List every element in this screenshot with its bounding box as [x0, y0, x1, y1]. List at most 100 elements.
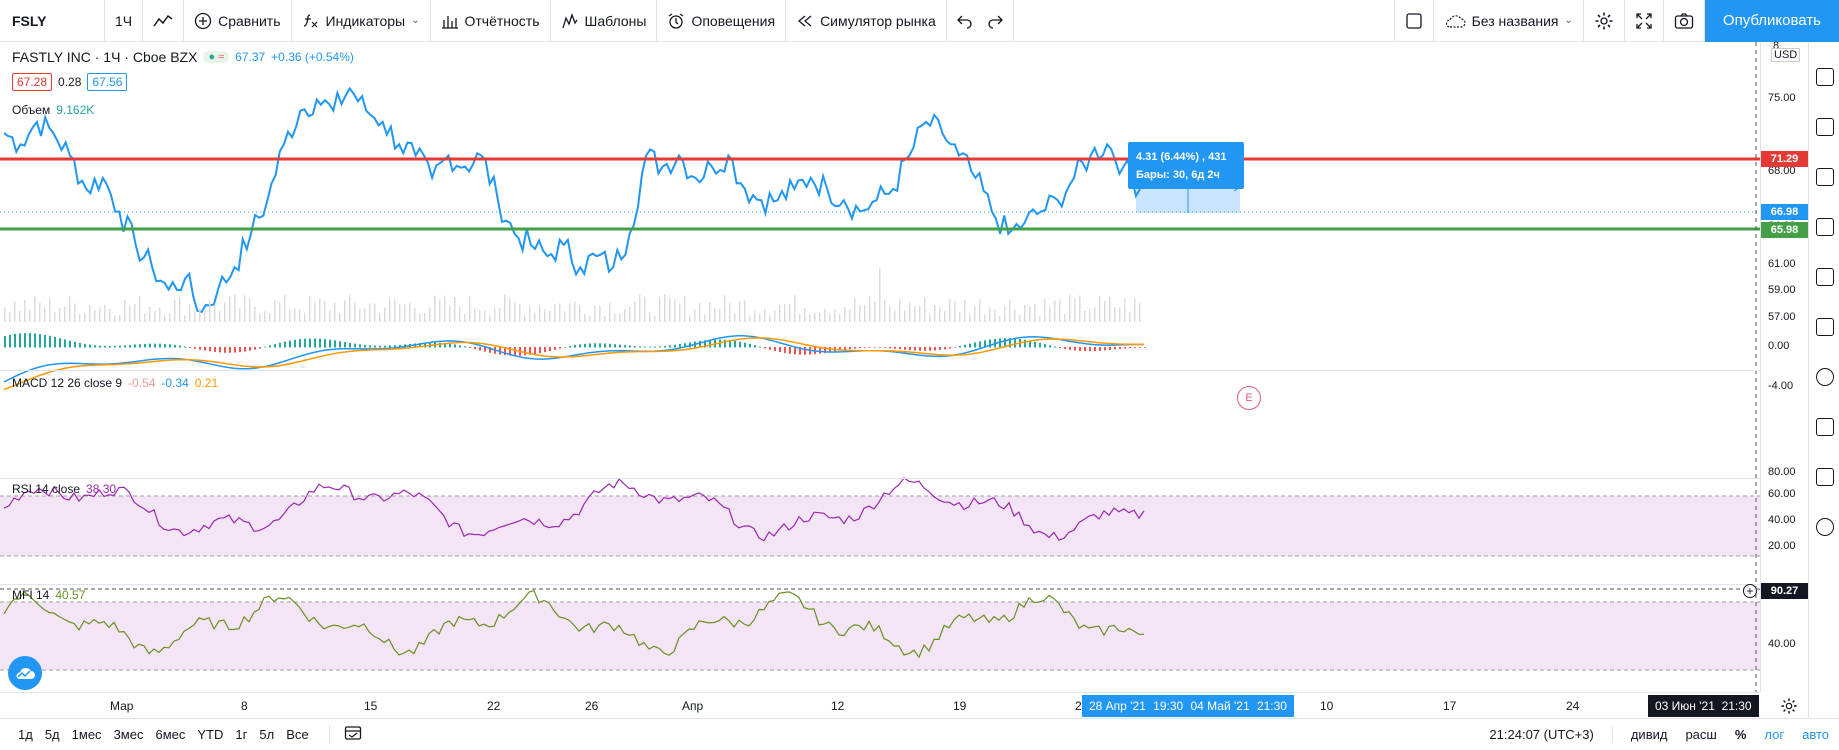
macd-hist-bar — [114, 345, 116, 348]
clock[interactable]: 21:24:07 (UTC+3) — [1489, 727, 1613, 742]
publish-button[interactable]: Опубликовать — [1704, 0, 1839, 42]
range-button[interactable]: 6мес — [155, 727, 186, 742]
macd-hist-bar — [954, 347, 956, 348]
calendar-icon[interactable] — [1816, 268, 1834, 286]
price-scale[interactable]: 8 USD — [1760, 40, 1808, 692]
symbol-search-button[interactable]: FSLY — [0, 0, 105, 42]
alerts-panel-icon[interactable] — [1816, 118, 1834, 136]
auto-toggle[interactable]: авто — [1802, 727, 1829, 742]
macd-hist-bar — [839, 347, 841, 351]
volume-bar — [1089, 309, 1091, 322]
redo-icon[interactable] — [987, 13, 1003, 29]
bid-price[interactable]: 67.28 — [12, 73, 53, 91]
macd-hist-bar — [1009, 338, 1011, 348]
chat-icon[interactable] — [1816, 368, 1834, 386]
reports-button[interactable]: Отчётность — [431, 0, 551, 42]
macd-hist-bar — [54, 336, 56, 348]
earnings-marker[interactable]: E — [1237, 386, 1261, 410]
compare-button[interactable]: Сравнить — [184, 0, 292, 42]
replay-button[interactable]: Симулятор рынка — [786, 0, 947, 42]
date-ranges: 1д 5д 1мес 3мес 6мес YTD 1г 5л Все — [0, 727, 315, 742]
macd-hist-bar — [454, 344, 456, 348]
volume-bar — [459, 306, 461, 322]
volume-bar — [809, 314, 811, 322]
range-button[interactable]: YTD — [197, 727, 224, 742]
cursor-time: 03 Июн '21 21:30 — [1648, 695, 1759, 717]
range-button[interactable]: 5д — [44, 727, 60, 742]
measure-tooltip: 4.31 (6.44%) , 431 Бары: 30, 6д 2ч — [1128, 142, 1244, 189]
select-mode-button[interactable] — [1393, 0, 1434, 42]
ask-price[interactable]: 67.56 — [87, 73, 128, 91]
macd-hist-bar — [159, 343, 161, 348]
pane-separator[interactable] — [0, 478, 1760, 479]
notifications-icon[interactable] — [1816, 468, 1834, 486]
macd-hist-bar — [749, 343, 751, 348]
dividends-toggle[interactable]: дивид — [1630, 727, 1668, 742]
add-plus-icon[interactable]: + — [1743, 584, 1757, 598]
chart-area[interactable]: FASTLY INC · 1Ч · Cboe BZX ● ≈ 67.37 +0.3… — [0, 40, 1839, 718]
time-axis[interactable]: Мар8152226Апр121926101724 28 Апр '21 19:… — [0, 692, 1797, 718]
volume-bar — [4, 307, 6, 322]
volume-bar — [554, 304, 556, 322]
macd-hist-bar — [124, 345, 126, 348]
symbol-label: FSLY — [12, 12, 47, 29]
hotlist-icon[interactable] — [1816, 218, 1834, 236]
volume-bar — [1079, 295, 1081, 322]
log-toggle[interactable]: лог — [1764, 727, 1785, 742]
tradingview-logo[interactable] — [8, 656, 42, 690]
undo-icon[interactable] — [956, 13, 973, 29]
volume-bar — [644, 296, 646, 322]
volume-bar — [649, 312, 651, 322]
range-button[interactable]: 1г — [235, 727, 248, 742]
macd-hist-bar — [724, 339, 726, 348]
macd-hist-bar — [824, 347, 826, 354]
axis-settings-gear-icon[interactable] — [1780, 697, 1798, 715]
help-icon[interactable] — [1816, 518, 1834, 536]
chevron-down-icon[interactable]: ⌄ — [411, 15, 420, 26]
volume-bar — [699, 302, 701, 322]
data-window-icon[interactable] — [1816, 168, 1834, 186]
interval-button[interactable]: 1Ч — [105, 0, 144, 42]
chart-canvas[interactable] — [0, 42, 1760, 692]
range-button[interactable]: 1д — [18, 727, 33, 742]
macd-hist-bar — [1074, 347, 1076, 351]
indicators-button[interactable]: Индикаторы ⌄ — [292, 0, 431, 42]
currency-label[interactable]: USD — [1771, 48, 1801, 62]
percent-toggle[interactable]: % — [1734, 727, 1747, 742]
range-button[interactable]: 3мес — [113, 727, 144, 742]
alerts-button[interactable]: Оповещения — [657, 0, 787, 42]
date-range-icon[interactable] — [328, 725, 362, 744]
streams-icon[interactable] — [1816, 418, 1834, 436]
snapshot-button[interactable] — [1664, 0, 1705, 42]
range-button[interactable]: Все — [286, 727, 309, 742]
templates-button[interactable]: Шаблоны — [551, 0, 658, 42]
pane-separator[interactable] — [0, 370, 1760, 371]
replay-label: Симулятор рынка — [820, 12, 936, 29]
pane-separator[interactable] — [0, 584, 1760, 585]
camera-icon — [1674, 12, 1694, 29]
watchlist-icon[interactable] — [1816, 68, 1834, 86]
settings-button[interactable] — [1584, 0, 1625, 42]
volume-bar — [274, 300, 276, 322]
chevron-down-icon[interactable]: ⌄ — [1564, 15, 1573, 26]
volume-bar — [1054, 300, 1056, 322]
volume-bar — [34, 296, 36, 322]
chart-style-button[interactable] — [143, 0, 185, 42]
volume-bar — [734, 312, 736, 322]
undo-redo-group — [947, 0, 1014, 42]
range-button[interactable]: 5л — [259, 727, 275, 742]
volume-bar — [849, 309, 851, 322]
range-button[interactable]: 1мес — [71, 727, 102, 742]
volume-bar — [324, 300, 326, 322]
volume-bar — [599, 305, 601, 322]
volume-bar — [834, 308, 836, 322]
extended-toggle[interactable]: расш — [1685, 727, 1717, 742]
macd-hist-bar — [704, 340, 706, 348]
fullscreen-button[interactable] — [1625, 0, 1664, 42]
volume-bar — [729, 302, 731, 322]
layout-name-button[interactable]: Без названия ⌄ — [1434, 0, 1584, 42]
volume-bar — [929, 313, 931, 322]
volume-bar — [174, 299, 176, 322]
ideas-icon[interactable] — [1816, 318, 1834, 336]
indicator-tick: 20.00 — [1768, 540, 1796, 552]
